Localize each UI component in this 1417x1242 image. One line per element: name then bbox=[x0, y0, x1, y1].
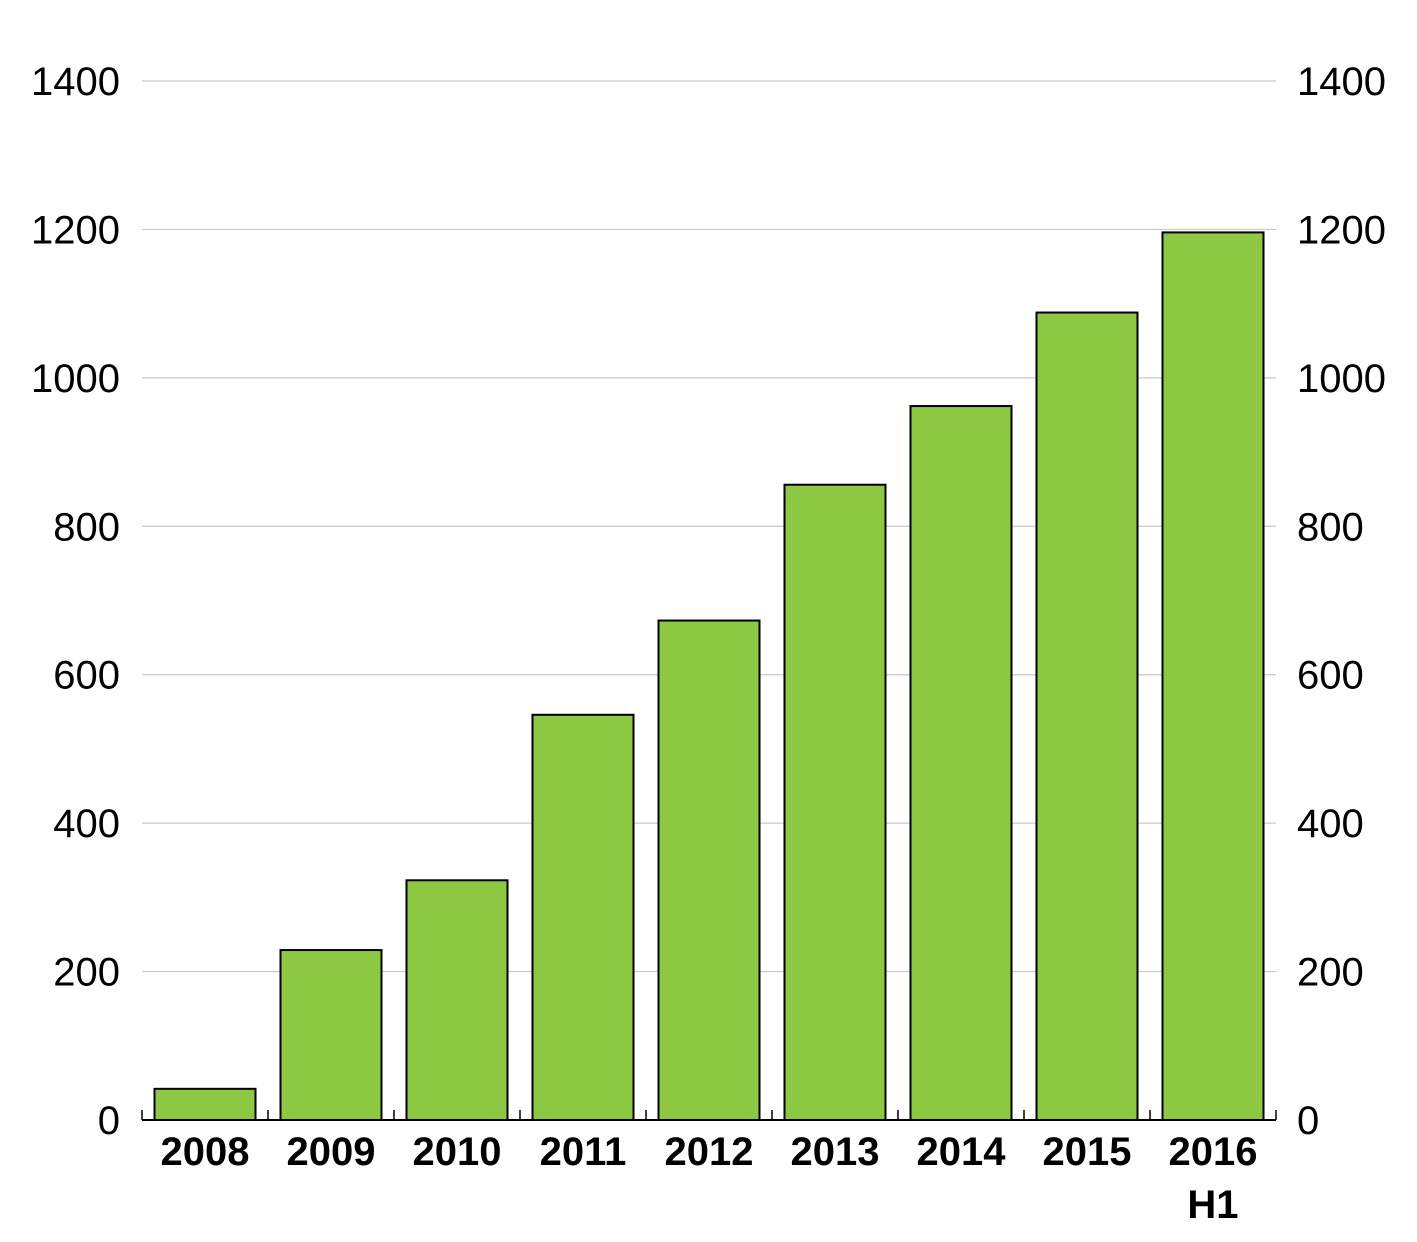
right-y-tick-label-1200: 1200 bbox=[1297, 208, 1386, 252]
right-y-axis-tick-labels: 0 200 400 600 800 1000 1200 1400 bbox=[1297, 60, 1386, 1143]
left-y-tick-label-200: 200 bbox=[53, 951, 120, 995]
left-y-tick-label-0: 0 bbox=[98, 1099, 120, 1143]
left-y-tick-label-400: 400 bbox=[53, 802, 120, 846]
left-y-tick-label-1400: 1400 bbox=[31, 60, 120, 104]
bar-2009 bbox=[279, 949, 383, 1121]
bar-2016 bbox=[1161, 231, 1265, 1121]
right-y-tick-label-0: 0 bbox=[1297, 1099, 1319, 1143]
left-y-axis-tick-labels: 0 200 400 600 800 1000 1200 1400 bbox=[31, 60, 120, 1143]
x-category-label-2010: 2010 bbox=[413, 1130, 502, 1174]
right-y-tick-label-1400: 1400 bbox=[1297, 60, 1386, 104]
x-axis-category-labels: 2008 2009 2010 2011 2012 2013 2014 2015 2016 H1 bbox=[161, 1130, 1258, 1227]
bar-2015 bbox=[1035, 311, 1139, 1121]
right-y-tick-label-400: 400 bbox=[1297, 802, 1364, 846]
left-y-tick-label-1000: 1000 bbox=[31, 357, 120, 401]
bar-2013 bbox=[783, 483, 887, 1121]
right-y-tick-label-600: 600 bbox=[1297, 654, 1364, 698]
left-y-tick-label-800: 800 bbox=[53, 505, 120, 549]
right-y-tick-label-1000: 1000 bbox=[1297, 357, 1386, 401]
bar-2012 bbox=[657, 619, 761, 1121]
x-category-sublabel-2016: H1 bbox=[1187, 1183, 1238, 1227]
bar-2010 bbox=[405, 879, 509, 1121]
bar-2008 bbox=[153, 1087, 257, 1121]
bar-2011 bbox=[531, 713, 635, 1121]
bars bbox=[153, 231, 1265, 1121]
left-y-tick-label-600: 600 bbox=[53, 654, 120, 698]
x-category-label-2015: 2015 bbox=[1043, 1130, 1132, 1174]
x-category-label-2013: 2013 bbox=[791, 1130, 880, 1174]
x-category-label-2009: 2009 bbox=[287, 1130, 376, 1174]
bar-2014 bbox=[909, 405, 1013, 1121]
right-y-tick-label-800: 800 bbox=[1297, 505, 1364, 549]
x-category-label-2016: 2016 bbox=[1169, 1130, 1258, 1174]
x-category-label-2011: 2011 bbox=[540, 1130, 627, 1174]
x-category-label-2008: 2008 bbox=[161, 1130, 250, 1174]
right-y-tick-label-200: 200 bbox=[1297, 951, 1364, 995]
left-y-tick-label-1200: 1200 bbox=[31, 208, 120, 252]
x-category-label-2012: 2012 bbox=[665, 1130, 754, 1174]
x-category-label-2014: 2014 bbox=[917, 1130, 1007, 1174]
x-axis bbox=[141, 1110, 1277, 1121]
